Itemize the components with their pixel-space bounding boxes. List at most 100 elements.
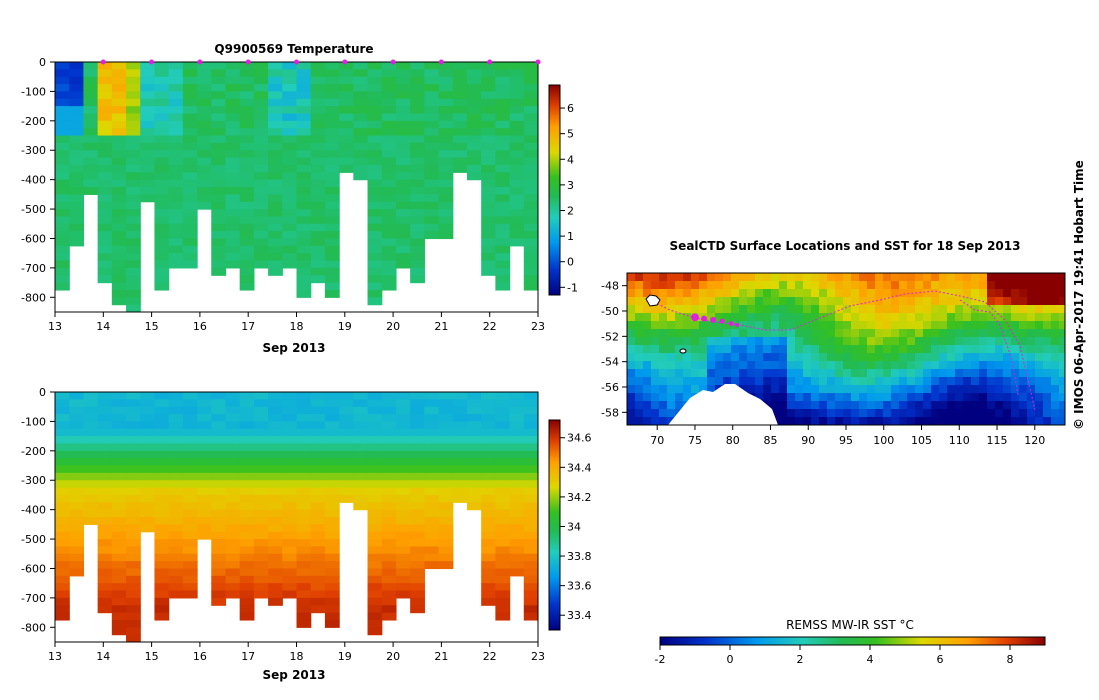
section-cell [324,517,340,525]
section-cell [55,612,70,621]
sst-cell [867,313,876,322]
sst-cell [667,289,676,298]
section-cell [509,62,525,70]
sst-cell [899,417,908,425]
section-cell [424,98,440,107]
sst-cell [955,321,964,330]
section-cell [126,172,141,181]
section-cell [111,619,127,628]
section-cell [282,436,298,445]
section-cell [55,106,70,115]
sst-cell [675,369,684,378]
section-cell [381,553,397,562]
section-cell [324,406,340,415]
section-cell [211,69,227,78]
section-cell [97,597,113,606]
section-cell [126,597,141,606]
sst-cell [875,321,884,330]
sst-cell [803,377,812,386]
sst-cell [963,329,972,338]
sst-cell [1035,361,1044,370]
section-cell [111,450,127,459]
section-cell [495,223,511,232]
sst-cell [851,409,860,418]
section-cell [83,406,99,415]
section-cell [282,223,298,232]
sst-cell [819,393,828,402]
section-cell [324,69,340,78]
section-cell [424,187,440,195]
section-cell [495,194,511,203]
sst-cell [715,361,724,370]
section-cell [126,524,141,533]
section-cell [182,531,198,540]
section-cell [253,98,269,107]
sst-cell [779,329,788,338]
section-cell [310,120,326,129]
section-cell [239,187,255,195]
sst-cell [771,313,780,322]
sst-cell [963,409,972,418]
sst-cell [1019,361,1028,370]
section-cell [140,98,156,107]
sst-cell [883,417,892,425]
section-cell [310,135,326,144]
section-cell [126,106,141,115]
section-cell [140,494,156,503]
section-cell [168,524,184,533]
surface-location [710,316,717,323]
section-cell [324,428,340,437]
sst-cell [1019,369,1028,378]
section-cell [481,113,496,122]
sst-cell [691,281,700,290]
sst-cell [907,401,916,410]
section-cell [168,187,184,195]
sst-cell [707,281,716,290]
sst-cell [995,281,1004,290]
section-cell [410,568,425,577]
sst-cell [987,297,996,306]
section-cell [452,436,468,445]
sst-cell [1051,369,1060,378]
sst-cell [1059,313,1065,322]
section-cell [410,172,425,181]
section-cell [424,414,440,423]
sst-cell [907,273,916,282]
sst-cell [955,313,964,322]
section-cell [324,619,340,628]
section-cell [140,443,156,452]
section-cell [168,494,184,503]
sst-cell [1019,417,1028,425]
section-cell [395,575,411,584]
sst-cell [651,361,660,370]
sst-cell [923,273,932,282]
section-cell [310,69,326,78]
section-cell [381,150,397,159]
sst-cell [691,353,700,362]
x-tick-label: 22 [483,650,497,663]
section-cell [282,517,298,525]
section-cell [282,187,298,195]
sst-cell [867,337,876,346]
section-cell [395,524,411,533]
section-cell [239,472,255,481]
section-cell [381,187,397,195]
sst-cell [627,305,636,314]
section-cell [211,487,227,496]
section-cell [168,209,184,218]
y-tick-label: -600 [21,562,46,575]
sst-cell [1003,393,1012,402]
section-cell [424,150,440,159]
section-cell [182,436,198,445]
sst-cell [899,377,908,386]
sst-cell [859,361,868,370]
colorbar-tick-label: 1 [567,230,574,243]
section-cell [126,201,141,210]
sst-cell [667,329,676,338]
sst-cell [851,377,860,386]
section-cell [154,531,170,540]
section-cell [154,553,170,562]
sst-cell [907,377,916,386]
section-cell [97,150,113,159]
section-cell [126,472,141,481]
